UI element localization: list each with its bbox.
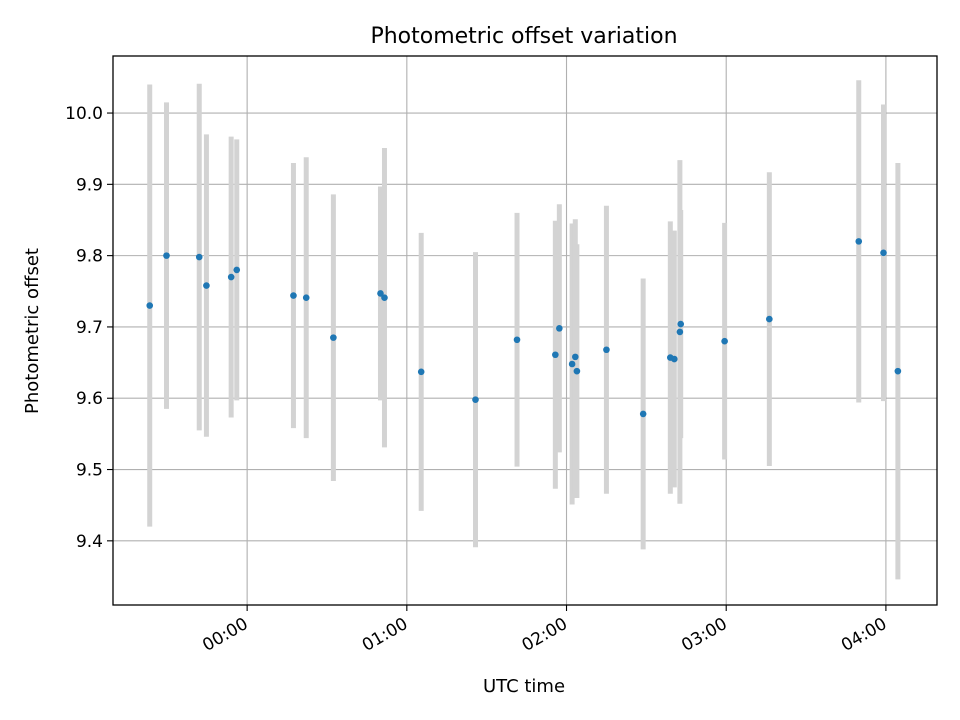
data-point [472,396,479,403]
y-axis-ticks: 9.4 9.5 9.6 9.7 9.8 9.9 10.0 [65,104,113,552]
data-point [766,315,773,323]
y-tick-label: 9.4 [76,532,103,552]
data-point [894,367,902,375]
data-point [290,292,297,299]
data-point [233,266,241,274]
data-point [880,249,887,257]
data-point [676,328,684,336]
data-point [573,367,581,375]
data-point [377,290,384,297]
data-point [677,320,684,328]
x-tick-label: 02:00 [519,614,571,656]
data-point [855,238,863,245]
x-tick-label: 04:00 [838,614,890,656]
data-point [721,337,728,345]
data-point [146,302,154,309]
y-tick-label: 9.5 [76,461,103,481]
chart-title: Photometric offset variation [370,24,677,49]
x-tick-label: 00:00 [199,614,251,656]
x-axis-ticks: 00:00 01:00 02:00 03:00 04:00 [199,605,890,656]
data-point [195,253,203,261]
data-point [163,252,170,259]
data-point [302,294,310,302]
y-tick-label: 9.9 [76,175,103,195]
plot-frame [112,55,938,606]
x-tick-label: 03:00 [678,614,730,656]
x-axis-label: UTC time [483,676,565,697]
data-point [513,336,521,344]
y-tick-label: 9.7 [76,318,103,338]
data-points [146,238,902,418]
y-tick-label: 10.0 [65,104,103,124]
y-tick-label: 9.6 [76,389,103,409]
data-point [203,282,210,289]
data-point [552,351,559,359]
data-point [556,325,563,332]
data-point [381,294,388,302]
error-bars [147,80,901,580]
data-point [671,355,678,363]
x-tick-label: 01:00 [359,614,411,656]
y-axis-label: Photometric offset [22,248,43,414]
data-point [227,273,235,281]
y-tick-label: 9.8 [76,247,103,267]
data-point [603,346,610,354]
data-point [330,334,337,341]
data-point [417,368,425,376]
data-point [568,360,576,368]
data-point [572,353,579,361]
data-point [639,410,647,418]
